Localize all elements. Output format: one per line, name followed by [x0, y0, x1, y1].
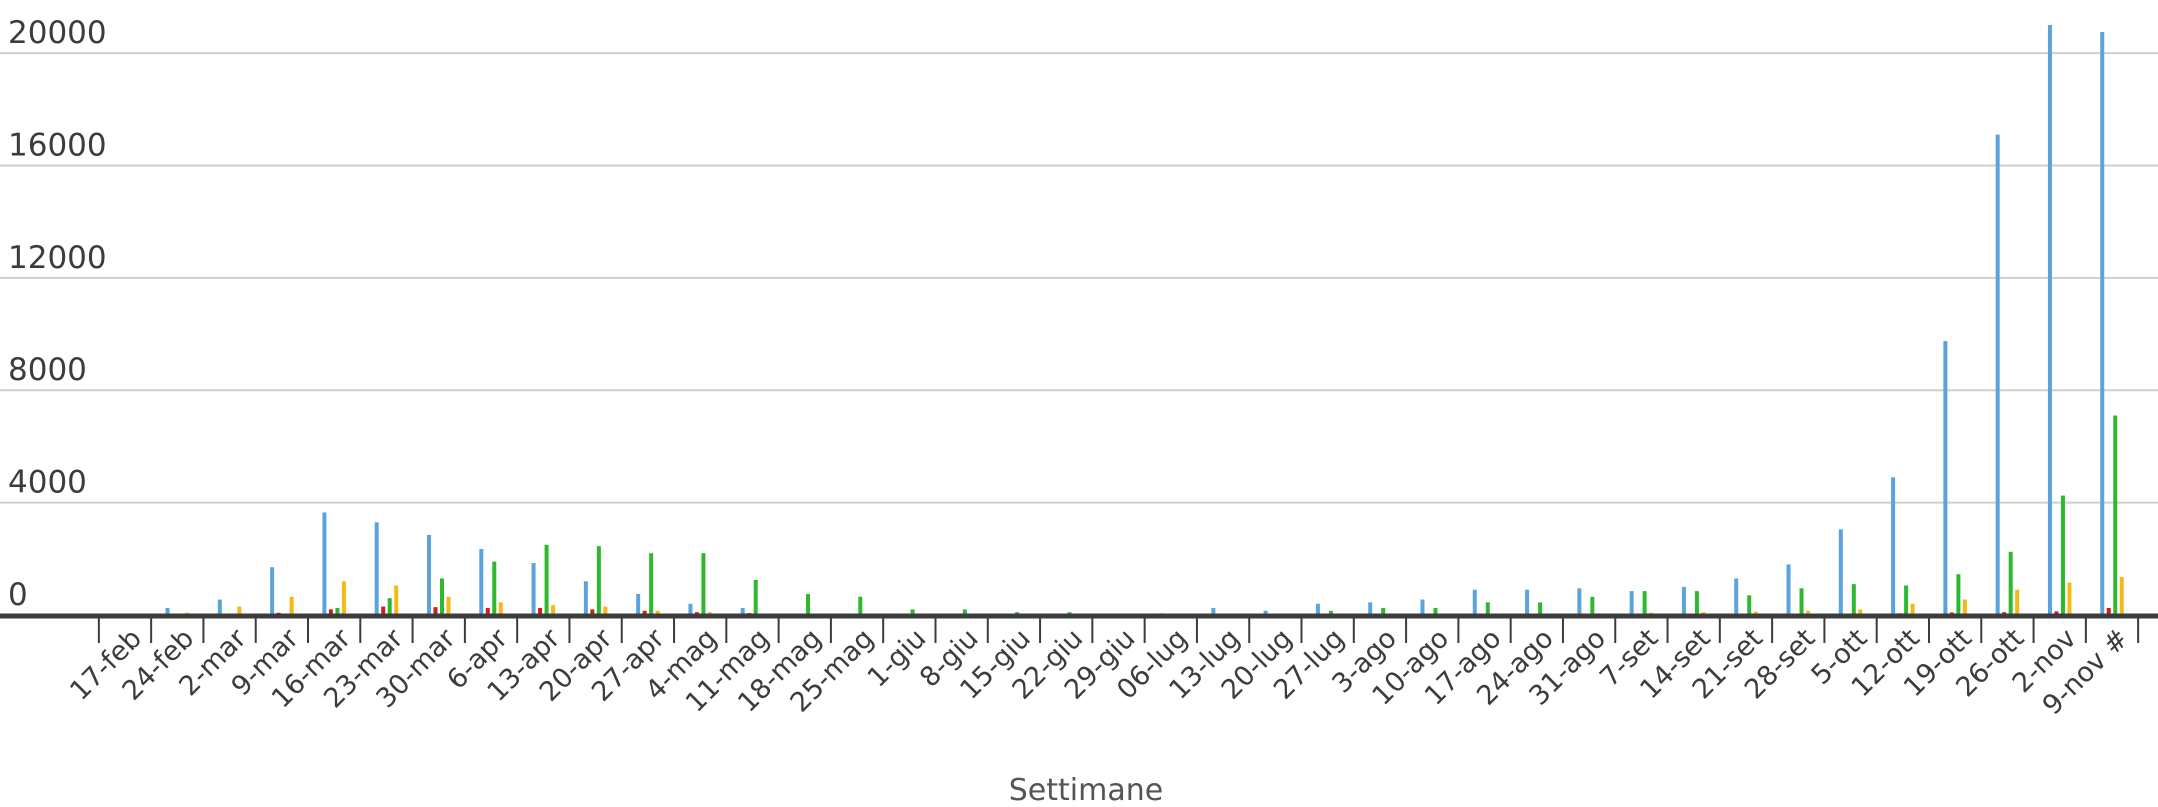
bar-s3-14-set — [1694, 591, 1699, 615]
bar-s1-13-lug — [1211, 607, 1216, 615]
bar-s4-26-ott — [2015, 589, 2020, 615]
bar-s1-26-ott — [1995, 134, 2000, 616]
bar-s1-3-ago — [1368, 602, 1373, 615]
bar-s3-9-nov # — [2113, 415, 2118, 615]
gridlines — [0, 52, 2158, 504]
bar-s1-28-set — [1786, 564, 1791, 615]
bar-s3-30-mar — [439, 578, 444, 615]
bar-s2-13-apr — [538, 607, 543, 615]
bar-s1-7-set — [1629, 591, 1634, 615]
bar-s1-12-ott — [1891, 477, 1896, 615]
bar-s1-2-mar — [217, 599, 222, 615]
x-tick-label-1-giu: 1-giu — [862, 623, 932, 693]
bar-s3-16-mar — [335, 607, 340, 615]
bar-s4-27-apr — [655, 610, 660, 615]
y-tick-label-0: 0 — [8, 577, 28, 613]
bar-s1-11-mag — [740, 607, 745, 615]
bar-s2-27-apr — [642, 610, 647, 615]
bar-s4-2-nov — [2067, 582, 2072, 615]
y-tick-label-20000: 20000 — [8, 15, 107, 51]
bar-s4-9-nov # — [2119, 577, 2124, 615]
bar-s3-26-ott — [2008, 551, 2013, 615]
bar-s1-30-mar — [426, 534, 431, 615]
bar-s1-10-ago — [1420, 599, 1425, 615]
bar-s4-13-apr — [551, 605, 556, 615]
bar-s1-4-mag — [688, 603, 693, 615]
bar-s4-23-mar — [394, 585, 399, 615]
bar-s2-30-mar — [433, 607, 438, 615]
bar-s3-1-giu — [910, 609, 915, 615]
x-axis-label: Settimane — [1009, 773, 1163, 807]
bar-s3-7-set — [1642, 591, 1647, 615]
bar-s1-5-ott — [1838, 529, 1843, 615]
bar-s3-21-set — [1747, 595, 1752, 615]
bar-s3-3-ago — [1381, 607, 1386, 615]
bar-s1-2-nov — [2047, 25, 2052, 615]
bar-s3-23-mar — [387, 598, 392, 615]
bar-s2-23-mar — [381, 606, 386, 615]
bar-s4-30-mar — [446, 596, 451, 615]
bar-s3-27-apr — [649, 553, 654, 615]
bar-s3-11-mag — [753, 579, 758, 615]
bar-s2-9-nov # — [2106, 607, 2111, 615]
bar-s1-24-ago — [1525, 589, 1530, 615]
bar-s3-4-mag — [701, 553, 706, 615]
y-tick-label-16000: 16000 — [8, 127, 107, 163]
bar-s1-27-apr — [636, 593, 641, 615]
bar-s4-12-ott — [1910, 603, 1915, 615]
bars — [113, 25, 2124, 616]
bar-s2-2-nov — [2054, 611, 2059, 615]
bar-s3-20-apr — [596, 546, 601, 615]
bar-s3-5-ott — [1851, 584, 1856, 615]
bar-s4-9-mar — [289, 596, 294, 615]
bar-s1-9-nov # — [2100, 32, 2105, 616]
bar-s4-6-apr — [498, 602, 503, 615]
y-tick-label-12000: 12000 — [8, 240, 107, 276]
bar-s2-20-apr — [590, 609, 595, 615]
bar-s1-17-ago — [1472, 589, 1477, 615]
bar-s3-10-ago — [1433, 607, 1438, 615]
bar-s1-27-lug — [1315, 603, 1320, 615]
bar-s4-5-ott — [1858, 609, 1863, 615]
bar-s4-20-apr — [603, 606, 608, 615]
bar-s4-21-set — [1753, 611, 1758, 615]
bar-s4-28-set — [1806, 610, 1811, 615]
bar-s3-8-giu — [962, 609, 967, 615]
bar-s3-18-mag — [806, 593, 811, 615]
bar-s4-16-mar — [341, 581, 346, 615]
bar-s4-19-ott — [1962, 599, 1967, 615]
bar-s3-31-ago — [1590, 596, 1595, 615]
y-axis-ticks: 0 4000 8000 12000 16000 20000 — [8, 15, 107, 613]
bar-s2-16-mar — [328, 609, 333, 615]
bar-s1-21-set — [1734, 578, 1739, 615]
bar-s1-9-mar — [270, 567, 275, 615]
bar-s2-6-apr — [485, 607, 490, 615]
y-tick-label-4000: 4000 — [8, 465, 87, 501]
bar-s1-14-set — [1681, 586, 1686, 615]
y-tick-label-8000: 8000 — [8, 352, 87, 388]
bar-s1-23-mar — [374, 522, 379, 615]
bar-s3-12-ott — [1904, 585, 1909, 615]
bar-s1-16-mar — [322, 512, 327, 615]
bar-s3-13-apr — [544, 544, 549, 615]
bar-s3-6-apr — [492, 561, 497, 615]
bar-s3-19-ott — [1956, 574, 1961, 615]
bar-s1-20-lug — [1263, 610, 1268, 615]
bar-s3-25-mag — [858, 596, 863, 615]
bar-s1-19-ott — [1943, 341, 1948, 615]
bar-s1-13-apr — [531, 563, 536, 615]
bar-s3-17-ago — [1485, 602, 1490, 615]
x-axis: 17-feb24-feb2-mar9-mar16-mar23-mar30-mar… — [0, 613, 2158, 721]
bar-s1-20-apr — [583, 581, 588, 615]
bar-s3-2-nov — [2060, 495, 2065, 615]
bar-s3-27-lug — [1328, 610, 1333, 615]
bar-s1-6-apr — [479, 548, 484, 615]
bar-s4-2-mar — [237, 606, 242, 615]
bar-s3-24-ago — [1538, 602, 1543, 615]
bar-s3-28-set — [1799, 588, 1804, 615]
bar-s1-24-feb — [165, 607, 170, 615]
bar-s1-31-ago — [1577, 588, 1582, 615]
